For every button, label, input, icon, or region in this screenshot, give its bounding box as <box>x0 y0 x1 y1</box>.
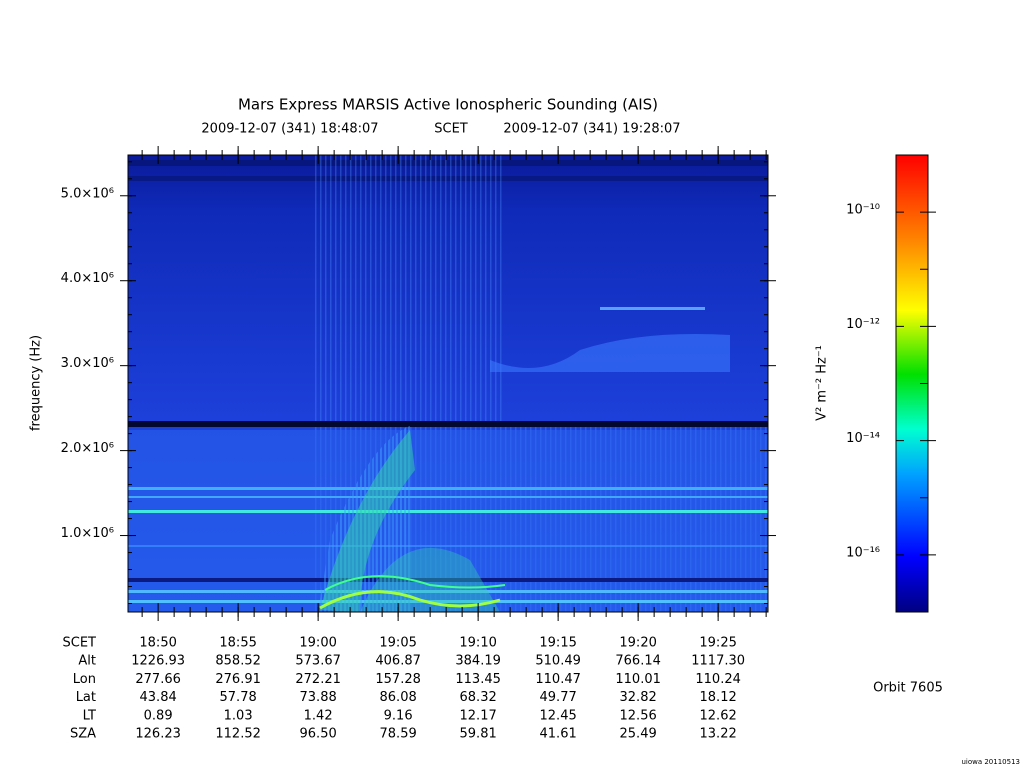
ephemeris-value: 573.67 <box>295 654 341 669</box>
x-tick-label: 18:55 <box>219 636 256 651</box>
ephemeris-value: 12.56 <box>620 708 657 723</box>
orbit-label: Orbit 7605 <box>873 681 943 696</box>
y-tick-label: 4.0×10⁶ <box>61 271 114 286</box>
ephemeris-value: 9.16 <box>384 708 413 723</box>
colorbar-tick-label: 10⁻¹² <box>846 317 880 332</box>
ephemeris-value: 110.24 <box>695 672 741 687</box>
ephemeris-value: 510.49 <box>535 654 581 669</box>
ephemeris-value: 73.88 <box>300 690 337 705</box>
ephemeris-value: 272.21 <box>295 672 341 687</box>
ephemeris-value: 18.12 <box>700 690 737 705</box>
colorbar-tick-label: 10⁻¹⁰ <box>846 203 880 218</box>
ephemeris-value: 25.49 <box>620 727 657 742</box>
ephemeris-value: 43.84 <box>140 690 177 705</box>
ephemeris-value: 110.01 <box>615 672 661 687</box>
row-label: Lon <box>73 672 96 687</box>
x-tick-label: 19:05 <box>379 636 416 651</box>
ephemeris-value: 113.45 <box>455 672 501 687</box>
row-label: Alt <box>78 654 96 669</box>
ephemeris-value: 12.62 <box>700 708 737 723</box>
x-tick-label: 19:10 <box>459 636 496 651</box>
x-tick-label: 19:20 <box>619 636 656 651</box>
ephemeris-value: 86.08 <box>380 690 417 705</box>
ephemeris-value: 12.45 <box>540 708 577 723</box>
time-end: 2009-12-07 (341) 19:28:07 <box>503 122 680 137</box>
time-start: 2009-12-07 (341) 18:48:07 <box>201 122 378 137</box>
ephemeris-value: 32.82 <box>620 690 657 705</box>
ephemeris-value: 384.19 <box>455 654 501 669</box>
ephemeris-value: 1226.93 <box>131 654 185 669</box>
ephemeris-value: 68.32 <box>460 690 497 705</box>
ephemeris-value: 0.89 <box>144 708 173 723</box>
credit: uiowa 20110513 <box>961 758 1020 766</box>
chart-title: Mars Express MARSIS Active Ionospheric S… <box>238 96 658 114</box>
ephemeris-value: 157.28 <box>375 672 421 687</box>
ephemeris-value: 858.52 <box>215 654 261 669</box>
y-axis-label: frequency (Hz) <box>29 335 44 431</box>
x-tick-label: 19:15 <box>539 636 576 651</box>
row-label: SZA <box>70 727 96 742</box>
ephemeris-value: 766.14 <box>615 654 661 669</box>
ephemeris-value: 59.81 <box>460 727 497 742</box>
colorbar-tick-label: 10⁻¹⁴ <box>846 431 880 446</box>
row-label: LT <box>83 708 96 723</box>
ephemeris-value: 12.17 <box>460 708 497 723</box>
y-tick-label: 2.0×10⁶ <box>61 441 114 456</box>
colorbar-label: V² m⁻² Hz⁻¹ <box>815 345 830 421</box>
x-tick-label: 18:50 <box>139 636 176 651</box>
colorbar-tick-label: 10⁻¹⁶ <box>846 545 880 560</box>
ephemeris-value: 13.22 <box>700 727 737 742</box>
ephemeris-value: 276.91 <box>215 672 261 687</box>
ephemeris-value: 1117.30 <box>691 654 745 669</box>
ephemeris-value: 110.47 <box>535 672 581 687</box>
ephemeris-value: 277.66 <box>135 672 181 687</box>
ephemeris-value: 41.61 <box>540 727 577 742</box>
ephemeris-value: 78.59 <box>380 727 417 742</box>
row-label: Lat <box>76 690 96 705</box>
ephemeris-value: 96.50 <box>300 727 337 742</box>
x-tick-label: 19:25 <box>699 636 736 651</box>
ephemeris-value: 57.78 <box>220 690 257 705</box>
ephemeris-value: 406.87 <box>375 654 421 669</box>
x-tick-label: 19:00 <box>299 636 336 651</box>
ephemeris-value: 1.42 <box>304 708 333 723</box>
ephemeris-value: 1.03 <box>224 708 253 723</box>
ephemeris-value: 126.23 <box>135 727 181 742</box>
y-tick-label: 5.0×10⁶ <box>61 186 114 201</box>
row-label: SCET <box>63 636 97 651</box>
ephemeris-value: 49.77 <box>540 690 577 705</box>
time-label: SCET <box>434 122 468 137</box>
y-tick-label: 1.0×10⁶ <box>61 526 114 541</box>
y-tick-label: 3.0×10⁶ <box>61 356 114 371</box>
plot-frame <box>127 154 769 613</box>
spectrogram-image <box>128 155 768 612</box>
ephemeris-value: 112.52 <box>215 727 261 742</box>
